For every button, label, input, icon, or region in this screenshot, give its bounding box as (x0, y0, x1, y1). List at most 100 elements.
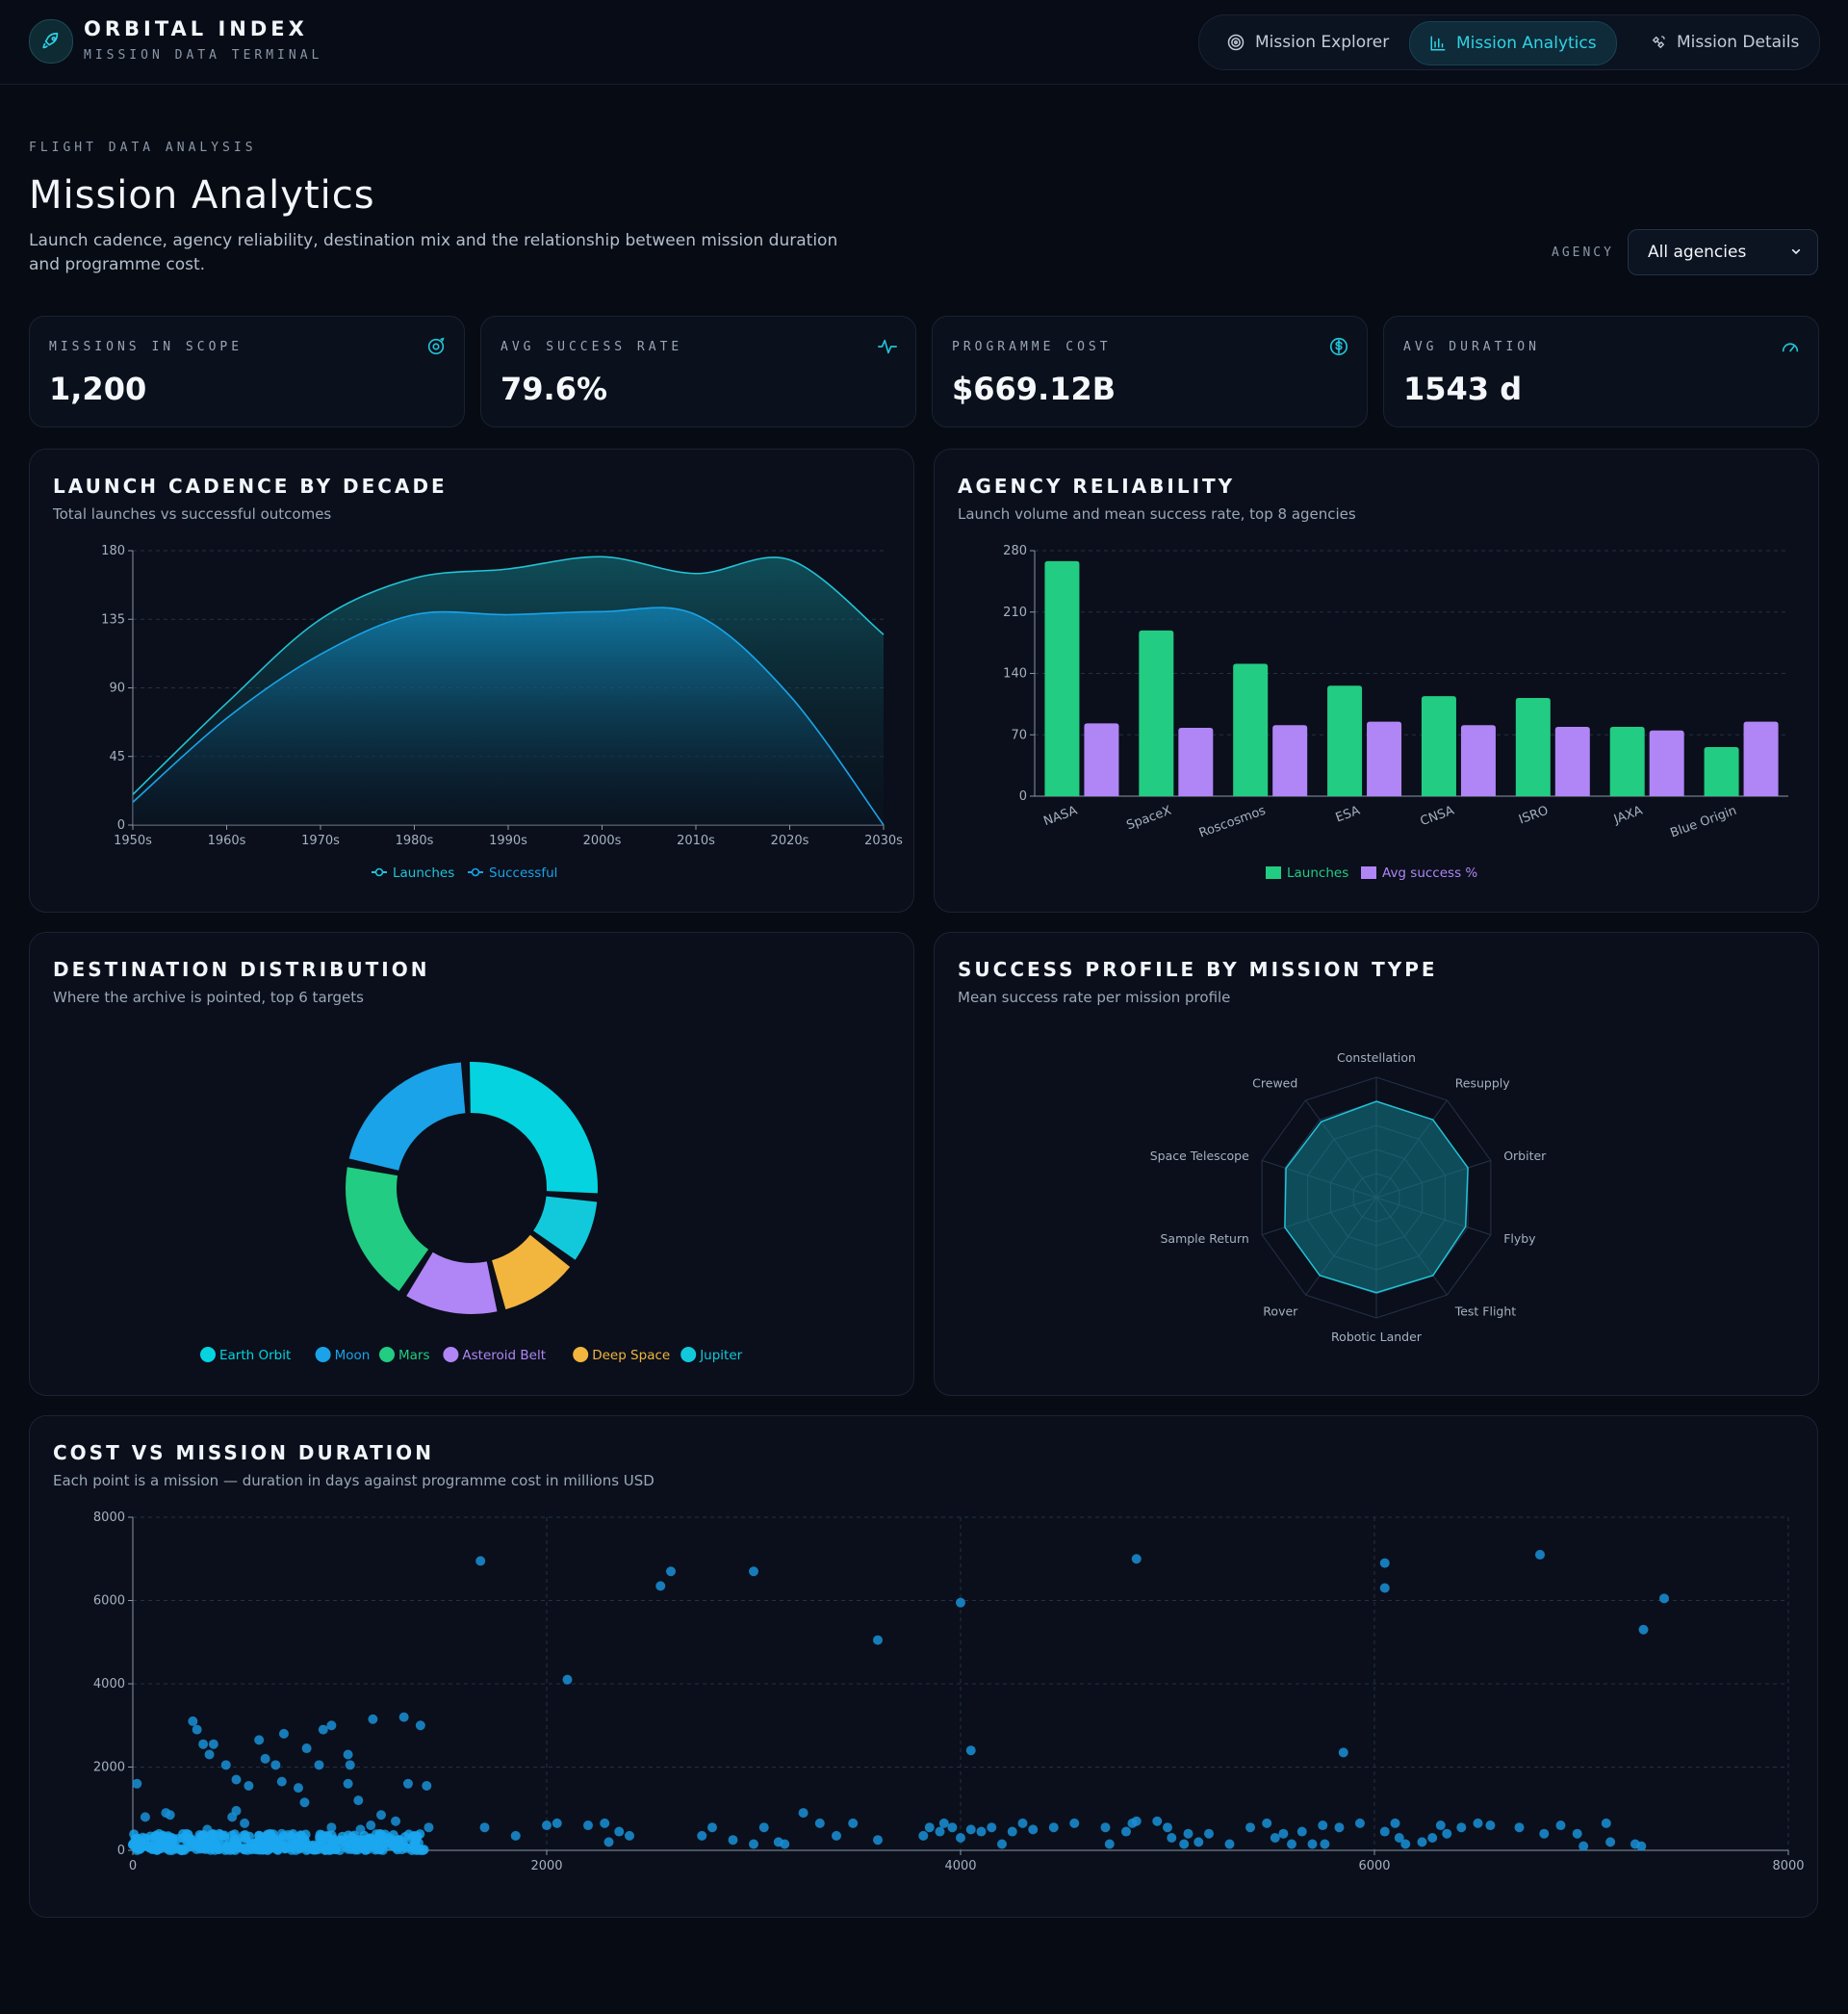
scatter-point (224, 1839, 235, 1849)
scatter-point (1245, 1822, 1255, 1833)
scatter-point (386, 1837, 397, 1847)
launches-bar (1139, 630, 1174, 796)
tab-mission-details[interactable]: Mission Details (1642, 21, 1807, 64)
scatter-point (1473, 1818, 1483, 1828)
scatter-point (343, 1749, 353, 1760)
x-tick-label: 2010s (677, 834, 715, 848)
success-bar (1554, 727, 1590, 796)
scatter-point (614, 1826, 625, 1837)
radar-axis-label: Flyby (1503, 1231, 1536, 1246)
scatter-point (299, 1797, 310, 1808)
scatter-point (1179, 1839, 1190, 1849)
scatter-point (918, 1830, 929, 1841)
scatter-point (1638, 1624, 1649, 1635)
scatter-point (873, 1635, 883, 1645)
scatter-point (1194, 1837, 1204, 1847)
x-tick-label: CNSA (1419, 804, 1456, 830)
scatter-point (938, 1818, 949, 1828)
success-bar (1649, 730, 1684, 796)
scatter-point (976, 1826, 987, 1837)
page-title: Mission Analytics (29, 173, 375, 218)
launches-bar (1704, 747, 1739, 796)
scatter-point (749, 1566, 758, 1577)
scatter-point (344, 1839, 354, 1849)
y-tick-label: 210 (1003, 606, 1027, 620)
scatter-point (798, 1808, 808, 1819)
scatter-point (1287, 1839, 1296, 1849)
kpi-value: $669.12B (952, 371, 1116, 407)
panel-title: DESTINATION DISTRIBUTION (53, 958, 430, 981)
kpi-card-avg-duration: AVG DURATION 1543 d (1383, 316, 1819, 427)
panel-title: COST VS MISSION DURATION (53, 1441, 434, 1464)
agency-reliability-chart: 0 70 140 210 280 NASA SpaceX Roscosmos ESA CNSA IS… (1003, 544, 1788, 881)
y-tick-label: 180 (101, 544, 125, 558)
tab-mission-analytics[interactable]: Mission Analytics (1409, 21, 1617, 65)
scatter-point (368, 1714, 378, 1724)
scatter-point (424, 1822, 434, 1833)
scatter-point (321, 1845, 332, 1855)
scatter-point (278, 1728, 289, 1739)
x-tick-label: 0 (129, 1859, 137, 1873)
legend-label: Successful (489, 865, 557, 881)
launches-bar (1233, 663, 1269, 796)
scatter-point (177, 1844, 188, 1854)
scatter-point (1204, 1828, 1214, 1839)
success-bar (1367, 721, 1402, 796)
y-tick-label: 280 (1003, 544, 1027, 558)
scatter-point (397, 1842, 407, 1852)
scatter-point (1427, 1833, 1438, 1844)
scatter-point (327, 1835, 338, 1846)
kpi-value: 79.6% (500, 371, 608, 407)
legend-dot (443, 1347, 459, 1362)
scatter-point (1456, 1822, 1467, 1833)
scatter-point (956, 1833, 965, 1844)
scatter-point (1400, 1839, 1411, 1849)
x-tick-label: ESA (1334, 804, 1362, 826)
scatter-point (1307, 1839, 1318, 1849)
kpi-value: 1543 d (1403, 371, 1523, 407)
scatter-point (196, 1830, 207, 1841)
radar-axis-label: Sample Return (1160, 1231, 1248, 1246)
tab-mission-explorer[interactable]: Mission Explorer (1219, 21, 1397, 64)
scatter-point (1394, 1833, 1404, 1844)
scatter-point (185, 1842, 195, 1852)
legend-label: Jupiter (699, 1348, 742, 1363)
x-tick-label: 2000s (583, 834, 622, 848)
agency-select[interactable]: All agencies (1628, 229, 1818, 275)
scatter-point (145, 1831, 156, 1842)
scatter-point (167, 1843, 178, 1853)
scatter-point (213, 1837, 223, 1847)
panel-subtitle: Each point is a mission — duration in da… (53, 1472, 654, 1489)
radar-axis-label: Crewed (1252, 1076, 1297, 1091)
scatter-point (204, 1831, 215, 1842)
scatter-point (165, 1810, 175, 1820)
legend-label: Earth Orbit (219, 1348, 291, 1363)
gauge-icon (1780, 336, 1801, 361)
scatter-point (542, 1820, 552, 1831)
scatter-point (1636, 1841, 1647, 1851)
scatter-point (1183, 1828, 1194, 1839)
scatter-point (997, 1839, 1007, 1849)
scatter-point (276, 1776, 287, 1787)
radar-axis-label: Orbiter (1503, 1149, 1547, 1163)
scatter-point (1318, 1820, 1328, 1831)
agency-filter-label: AGENCY (1552, 245, 1614, 260)
scatter-point (263, 1830, 273, 1841)
scatter-point (208, 1739, 218, 1749)
launches-bar (1327, 685, 1363, 796)
scatter-point (1379, 1558, 1390, 1568)
x-tick-label: 6000 (1358, 1859, 1390, 1873)
scatter-point (1296, 1826, 1307, 1837)
kpi-card-success-rate: AVG SUCCESS RATE 79.6% (480, 316, 916, 427)
x-tick-label: Roscosmos (1197, 804, 1268, 841)
scatter-point (188, 1716, 198, 1726)
donut-slice (406, 1252, 498, 1314)
radar-axis-label: Test Flight (1454, 1304, 1517, 1318)
panel-launch-cadence: LAUNCH CADENCE BY DECADE Total launches … (29, 449, 914, 913)
scatter-point (1572, 1828, 1582, 1839)
success-bar (1460, 725, 1496, 796)
scatter-point (230, 1845, 241, 1855)
scatter-point (231, 1805, 242, 1816)
x-tick-label: Blue Origin (1668, 804, 1738, 841)
scatter-point (318, 1724, 328, 1735)
